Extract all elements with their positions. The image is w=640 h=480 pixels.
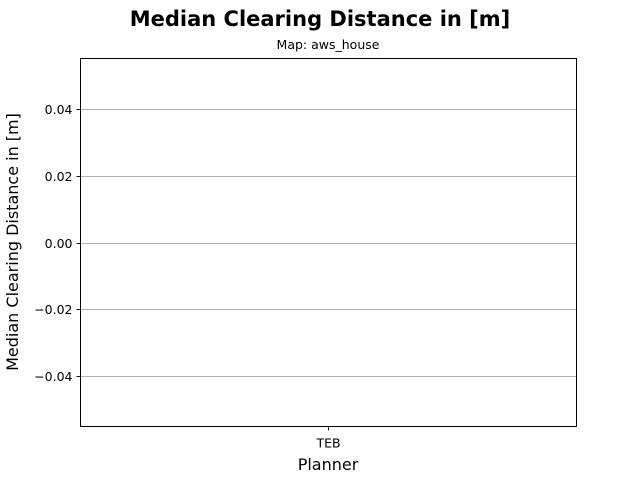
y-tick-label: −0.04	[34, 369, 72, 384]
y-axis-label: Median Clearing Distance in [m]	[3, 113, 22, 371]
y-tick-label: 0.02	[45, 169, 73, 184]
y-tick-label: 0.04	[45, 102, 73, 117]
chart-title: Median Clearing Distance in [m]	[130, 7, 511, 31]
y-axis-ticks: −0.04 −0.02 0.00 0.02 0.04	[34, 102, 81, 384]
x-axis-ticks: TEB	[315, 426, 341, 451]
y-tick-label: 0.00	[45, 236, 73, 251]
y-tick-label: −0.02	[34, 302, 72, 317]
chart-subtitle: Map: aws_house	[277, 37, 380, 52]
grid-lines	[80, 109, 577, 377]
x-tick-label: TEB	[315, 436, 340, 451]
plot-frame	[80, 58, 577, 427]
x-axis-label: Planner	[298, 455, 359, 474]
